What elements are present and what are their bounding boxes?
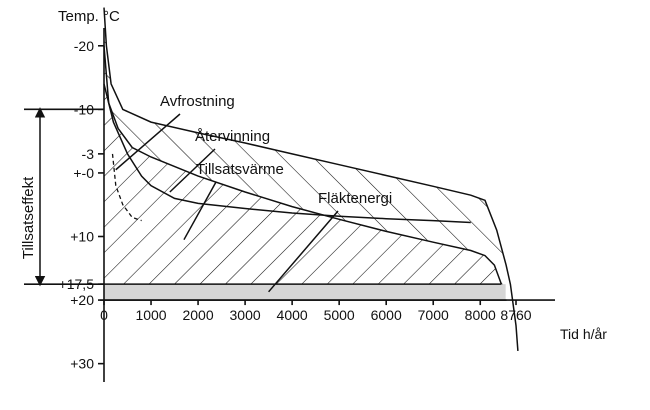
- supplement-limit-curve: [103, 83, 471, 224]
- annotation-label: Avfrostning: [160, 93, 235, 110]
- x-tick-label: 1000: [135, 307, 166, 323]
- x-tick-label: 3000: [230, 307, 261, 323]
- x-tick-label: 7000: [418, 307, 449, 323]
- x-tick-label: 0: [100, 307, 108, 323]
- y-tick-label: +10: [70, 229, 94, 245]
- defrost-dashed-curve: [111, 153, 142, 222]
- annotation-pointer: [183, 181, 217, 241]
- supplement-label: Tillsatseffekt: [20, 176, 37, 259]
- x-tick-label: 8760: [500, 307, 531, 323]
- tillsatsvarme-area: [104, 45, 502, 285]
- y-tick-label: +17,5: [59, 276, 95, 292]
- outdoor-duration-curve: [103, 7, 519, 351]
- flaktenergi-band: [104, 284, 506, 301]
- annotation-pointer: [115, 113, 181, 171]
- y-tick-label: +30: [70, 356, 94, 372]
- y-tick-label: -3: [82, 146, 95, 162]
- axes: Temp. °C Tid h/år Tillsatseffekt -20 -10 -…: [20, 8, 607, 382]
- y-axis-title: Temp. °C: [58, 8, 120, 25]
- annotations: Avfrostning Återvinning Tillsatsvärme Fläkt…: [115, 93, 392, 293]
- annotation-label: Fläktenergi: [318, 190, 392, 207]
- y-tick-label: -20: [74, 38, 94, 54]
- annotation-pointer: [268, 210, 339, 293]
- atervinning-area: [104, 7, 511, 285]
- x-tick-label: 6000: [371, 307, 402, 323]
- x-tick-label: 2000: [182, 307, 213, 323]
- annotation-pointer: [169, 148, 216, 193]
- annotation-label: Återvinning: [195, 128, 270, 145]
- x-tick-label: 8000: [465, 307, 496, 323]
- y-tick-label: +-0: [73, 165, 94, 181]
- x-tick-label: 5000: [324, 307, 355, 323]
- x-tick-label: 4000: [277, 307, 308, 323]
- x-axis-title: Tid h/år: [560, 326, 607, 342]
- annotation-label: Tillsatsvärme: [196, 161, 284, 178]
- y-tick-label: -10: [74, 101, 94, 117]
- recovery-limit-curve: [103, 45, 503, 285]
- y-tick-label: +20: [70, 292, 94, 308]
- area-fills: [104, 7, 511, 301]
